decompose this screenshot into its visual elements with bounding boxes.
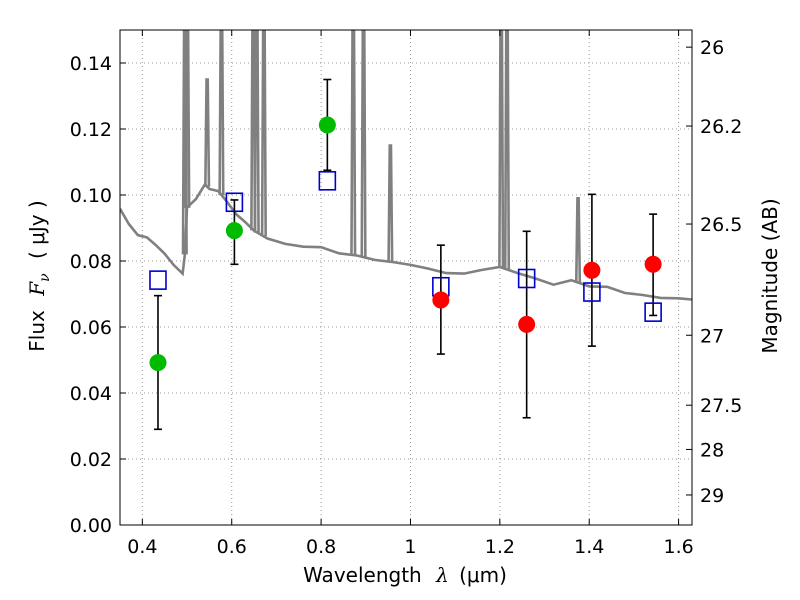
y-tick-label: 0.08 [70, 251, 112, 273]
square-marker [644, 302, 662, 322]
x-axis-ticks: 0.4 0.6 0.8 1 1.2 1.4 1.6 [127, 30, 694, 558]
right-tick-label: 27 [700, 325, 724, 347]
emission-line [350, 30, 357, 256]
right-tick-label: 26.2 [700, 116, 742, 138]
emission-line [253, 30, 260, 233]
x-axis-label: Wavelength λ (μm) [303, 563, 507, 587]
x-axis-label-symbol: λ [435, 563, 449, 587]
right-axis-ticks: 26 26.2 26.5 27 27.5 28 29 [686, 37, 742, 507]
y-axis-label-unit: ( μJy ) [25, 200, 49, 259]
emission-line [360, 30, 367, 258]
x-axis-label-unit: (μm) [459, 563, 507, 587]
y-tick-label: 0.06 [70, 317, 112, 339]
square-marker [149, 270, 167, 290]
x-tick-label: 1.4 [574, 536, 604, 558]
y-tick-label: 0.10 [70, 185, 112, 207]
emission-line [260, 30, 267, 237]
emission-line [387, 144, 394, 263]
square-marker [318, 171, 337, 191]
y-tick-label: 0.12 [70, 119, 112, 141]
red-data-point [518, 315, 536, 333]
square-marker [517, 268, 536, 289]
y-axis-label-subscript: ν [37, 273, 53, 282]
emission-line [204, 78, 211, 187]
y-tick-label: 0.00 [70, 515, 112, 537]
red-data-point [583, 261, 601, 279]
y-axis-label: Flux Fν ( μJy ) [25, 200, 54, 351]
square-marker [225, 192, 244, 213]
red-data-point [644, 255, 662, 273]
emission-line [503, 30, 511, 270]
emission-line [574, 197, 582, 283]
x-tick-label: 1.2 [485, 536, 515, 558]
x-tick-label: 0.6 [217, 536, 247, 558]
red-data-point [432, 291, 450, 309]
y-tick-label: 0.04 [70, 383, 112, 405]
y-axis-ticks: 0.00 0.02 0.04 0.06 0.08 0.10 0.12 0.14 [70, 53, 126, 537]
right-tick-label: 28 [700, 439, 724, 461]
data-markers [149, 116, 662, 372]
right-tick-label: 29 [700, 485, 724, 507]
x-tick-label: 0.8 [306, 536, 336, 558]
green-data-point [318, 116, 336, 134]
right-tick-label: 26.5 [700, 214, 742, 236]
right-axis-label: Magnitude (AB) [758, 198, 782, 353]
y-axis-label-prefix: Flux [25, 310, 49, 352]
emission-line [218, 30, 225, 196]
x-tick-label: 1.6 [663, 536, 693, 558]
green-data-point [225, 222, 243, 240]
emission-line [498, 30, 505, 268]
square-marker [583, 282, 601, 302]
x-tick-label: 0.4 [127, 536, 157, 558]
error-bars [153, 78, 658, 431]
x-tick-label: 1 [404, 536, 416, 558]
y-tick-label: 0.02 [70, 449, 112, 471]
y-tick-label: 0.14 [70, 53, 112, 75]
right-tick-label: 27.5 [700, 395, 742, 417]
x-axis-label-prefix: Wavelength [303, 563, 422, 587]
emission-line [184, 30, 191, 208]
model-continuum [120, 182, 692, 301]
plot-frame [119, 29, 693, 526]
green-data-point [149, 354, 167, 372]
right-tick-label: 26 [700, 37, 724, 59]
y-axis-label-symbol: F [25, 281, 49, 297]
model-spectrum [120, 30, 692, 301]
